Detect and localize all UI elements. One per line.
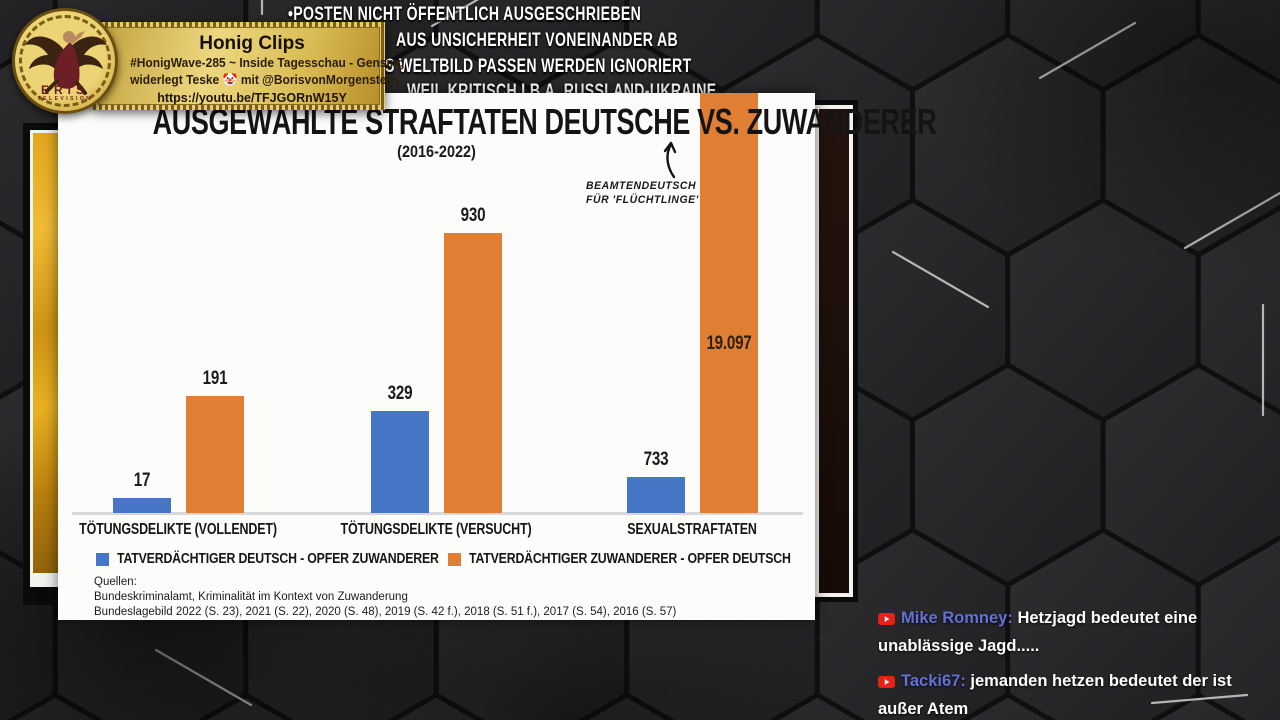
annotation-line-1: BEAMTENDEUTSCH: [586, 180, 697, 192]
video-frame-right-border: [815, 105, 853, 597]
annotation-text: BEAMTENDEUTSCH FÜR 'FLÜCHTLINGE': [586, 179, 699, 207]
legend-item-deutsch: TATVERDÄCHTIGER DEUTSCH - OPFER ZUWANDER…: [96, 551, 496, 567]
bar-value-label: 930: [460, 205, 485, 226]
bar-value-label: 733: [643, 449, 668, 470]
video-frame-left-edge: [23, 123, 60, 605]
legend-swatch-orange: [448, 552, 461, 566]
episode-line-1: #HonigWave-285 ~ Inside Tagesschau - Gen…: [130, 56, 405, 70]
annotation-arrow-icon: [663, 141, 677, 179]
category-label-0: TÖTUNGSDELIKTE (VOLLENDET): [79, 521, 277, 538]
bar-series0-cat1: [370, 411, 429, 513]
video-url: https://youtu.be/TFJGORnW15Y: [157, 91, 347, 105]
chat-author: Mike Romney:: [901, 609, 1018, 627]
bar-series1-cat0: [185, 396, 244, 513]
youtube-icon: [878, 613, 895, 625]
source-line-1: Quellen:: [94, 576, 137, 588]
video-frame-left-content: [33, 133, 60, 573]
bar-value-label: 17: [133, 470, 150, 491]
video-frame-right-content: [819, 109, 849, 593]
chat-overlay: Mike Romney: Hetzjagd bedeutet eine unab…: [878, 604, 1278, 720]
eris-wordmark-sub: TELEVISION: [37, 96, 93, 102]
eris-logo: ERIS TELEVISION: [12, 8, 118, 114]
source-line-3: Bundeslagebild 2022 (S. 23), 2021 (S. 22…: [94, 606, 677, 618]
chat-author: Tacki67:: [901, 672, 971, 690]
channel-title: Honig Clips: [199, 33, 305, 54]
bar-series0-cat0: [112, 498, 171, 513]
sources-block: Quellen: Bundeskriminalamt, Kriminalität…: [94, 575, 676, 620]
bar-value-label: 19.097: [705, 333, 752, 354]
slide-bullet-2: AUS UNSICHERHEIT VONEINANDER AB: [396, 30, 679, 51]
video-frame-right-edge: [810, 100, 858, 602]
bar-value-label: 191: [202, 368, 227, 389]
annotation-line-2: FÜR 'FLÜCHTLINGE': [586, 194, 699, 206]
chat-message-0: Mike Romney: Hetzjagd bedeutet eine unab…: [878, 604, 1278, 660]
channel-banner: Honig Clips #HonigWave-285 ~ Inside Tage…: [93, 22, 405, 110]
slide-bullet-3: S WELTBILD PASSEN WERDEN IGNORIERT: [385, 56, 692, 77]
channel-banner-inner: Honig Clips #HonigWave-285 ~ Inside Tage…: [98, 27, 405, 105]
bar-value-label: 329: [387, 383, 412, 404]
bar-series0-cat2: [626, 477, 685, 513]
category-label-1: TÖTUNGSDELIKTE (VERSUCHT): [340, 521, 532, 538]
category-label-2: SEXUALSTRAFTATEN: [627, 521, 757, 538]
eris-wordmark: ERIS: [40, 83, 89, 97]
youtube-icon: [878, 676, 895, 688]
video-frame-left-border: [30, 130, 60, 587]
bar-series1-cat1: [443, 233, 502, 513]
legend-label: TATVERDÄCHTIGER ZUWANDERER - OPFER DEUTS…: [469, 551, 791, 567]
episode-line-2: widerlegt Teske 🤡 mit @BorisvonMorgenste…: [130, 73, 399, 87]
legend-swatch-blue: [96, 552, 109, 566]
source-line-2: Bundeskriminalamt, Kriminalität im Konte…: [94, 591, 408, 603]
crime-chart: 17 191 329 930 733 19.097 AUSGEWÄHLTE STRAFTA…: [58, 93, 937, 620]
chat-message-1: Tacki67: jemanden hetzen bedeutet der is…: [878, 667, 1278, 720]
legend-item-zuwanderer: TATVERDÄCHTIGER ZUWANDERER - OPFER DEUTS…: [448, 551, 848, 567]
legend-label: TATVERDÄCHTIGER DEUTSCH - OPFER ZUWANDER…: [117, 551, 439, 567]
